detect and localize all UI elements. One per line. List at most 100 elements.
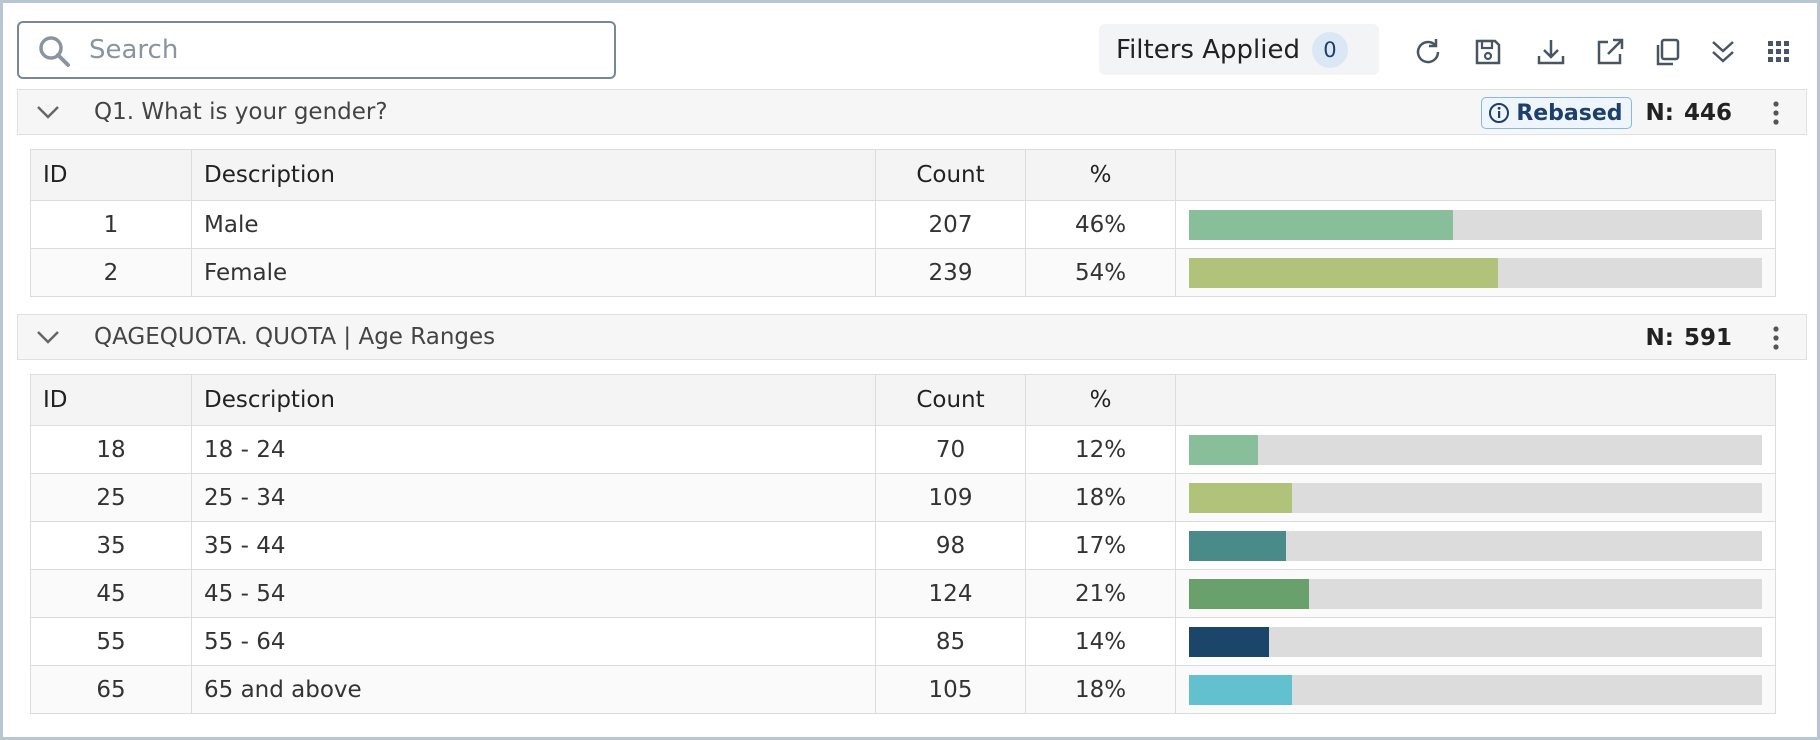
n-label: N:: [1645, 325, 1674, 351]
section-header: Q1. What is your gender? Rebased N: 446: [17, 89, 1807, 135]
count-cell: 85: [875, 617, 1026, 666]
n-label: N:: [1645, 100, 1674, 126]
table-row: 55 55 - 64 85 14%: [30, 617, 1776, 666]
description-cell: 45 - 54: [191, 569, 876, 618]
count-cell: 239: [875, 248, 1026, 297]
header-row: ID Description Count%: [30, 374, 1776, 426]
description-cell: 18 - 24: [191, 425, 876, 474]
search-placeholder: Search: [89, 35, 179, 65]
badge-label: Rebased: [1516, 100, 1623, 126]
table-row: 1 Male 207 46%: [30, 200, 1776, 249]
count-cell: 207: [875, 200, 1026, 249]
bar: [1189, 530, 1287, 561]
bar-track: [1189, 434, 1762, 465]
filters-count: 0: [1311, 31, 1348, 68]
filters-label: Filters Applied: [1116, 34, 1300, 65]
search-box[interactable]: Search: [17, 21, 616, 79]
frequency-table: ID Description Count% 1 Male 207 46% 2 Female 239…: [30, 149, 1776, 297]
description-cell: 35 - 44: [191, 521, 876, 570]
collapse-toggle[interactable]: [18, 89, 78, 135]
bar-column-header: [1175, 374, 1776, 426]
bar-cell: [1175, 200, 1776, 249]
id-cell: 2: [30, 248, 192, 297]
bar-track: [1189, 209, 1762, 240]
bar-track: [1189, 482, 1762, 513]
percent-cell: 18%: [1025, 665, 1176, 714]
bar-track: [1189, 578, 1762, 609]
section-meta: Rebased N: 446: [1481, 90, 1806, 136]
export-button[interactable]: [1594, 36, 1626, 68]
count-cell: 109: [875, 473, 1026, 522]
filters-applied[interactable]: Filters Applied 0: [1099, 24, 1379, 75]
bar: [1189, 482, 1293, 513]
table-row: 65 65 and above 105 18%: [30, 665, 1776, 714]
percent-cell: 21%: [1025, 569, 1176, 618]
bar-cell: [1175, 248, 1776, 297]
bar-column-header: [1175, 149, 1776, 201]
bar: [1189, 209, 1453, 240]
bar: [1189, 257, 1499, 288]
section-meta: N: 591: [1646, 315, 1806, 361]
column-header: Description: [191, 149, 876, 201]
question-section: Q1. What is your gender? Rebased N: 446 ID De…: [17, 89, 1807, 311]
id-cell: 35: [30, 521, 192, 570]
bar-track: [1189, 257, 1762, 288]
bar-track: [1189, 530, 1762, 561]
id-cell: 55: [30, 617, 192, 666]
bar-cell: [1175, 617, 1776, 666]
count-cell: 98: [875, 521, 1026, 570]
collapse-all-button[interactable]: [1707, 36, 1739, 68]
frequency-table: ID Description Count% 18 18 - 24 70 12% 25 25 - …: [30, 374, 1776, 714]
bar: [1189, 434, 1258, 465]
count-cell: 124: [875, 569, 1026, 618]
table-row: 18 18 - 24 70 12%: [30, 425, 1776, 474]
percent-cell: 17%: [1025, 521, 1176, 570]
bar: [1189, 674, 1293, 705]
id-cell: 25: [30, 473, 192, 522]
bar: [1189, 578, 1310, 609]
count-cell: 70: [875, 425, 1026, 474]
header-row: ID Description Count%: [30, 149, 1776, 201]
id-cell: 18: [30, 425, 192, 474]
bar-track: [1189, 626, 1762, 657]
section-menu[interactable]: [1746, 315, 1806, 361]
section-menu[interactable]: [1746, 90, 1806, 136]
grid-menu-button[interactable]: [1763, 36, 1795, 68]
save-button[interactable]: [1472, 36, 1504, 68]
id-cell: 65: [30, 665, 192, 714]
bar-cell: [1175, 569, 1776, 618]
percent-cell: 14%: [1025, 617, 1176, 666]
percent-cell: 54%: [1025, 248, 1176, 297]
percent-cell: 12%: [1025, 425, 1176, 474]
id-cell: 45: [30, 569, 192, 618]
id-cell: 1: [30, 200, 192, 249]
column-header: ID: [30, 149, 192, 201]
table-row: 2 Female 239 54%: [30, 248, 1776, 297]
search-icon: [39, 36, 70, 67]
bar-track: [1189, 674, 1762, 705]
column-header: Count: [875, 149, 1026, 201]
bar-cell: [1175, 665, 1776, 714]
section-title: QAGEQUOTA. QUOTA | Age Ranges: [94, 324, 496, 350]
rebased-badge: Rebased: [1481, 97, 1632, 129]
table-row: 25 25 - 34 109 18%: [30, 473, 1776, 522]
count-cell: 105: [875, 665, 1026, 714]
bar-cell: [1175, 425, 1776, 474]
description-cell: Male: [191, 200, 876, 249]
download-button[interactable]: [1535, 36, 1567, 68]
collapse-toggle[interactable]: [18, 314, 78, 360]
percent-cell: 46%: [1025, 200, 1176, 249]
bar-cell: [1175, 521, 1776, 570]
percent-cell: 18%: [1025, 473, 1176, 522]
question-section: QAGEQUOTA. QUOTA | Age Ranges N: 591 ID Desc…: [17, 314, 1807, 728]
copy-button[interactable]: [1651, 36, 1683, 68]
column-header: %: [1025, 149, 1176, 201]
refresh-button[interactable]: [1412, 36, 1444, 68]
column-header: ID: [30, 374, 192, 426]
table-row: 45 45 - 54 124 21%: [30, 569, 1776, 618]
column-header: %: [1025, 374, 1176, 426]
bar-cell: [1175, 473, 1776, 522]
bar: [1189, 626, 1270, 657]
column-header: Count: [875, 374, 1026, 426]
